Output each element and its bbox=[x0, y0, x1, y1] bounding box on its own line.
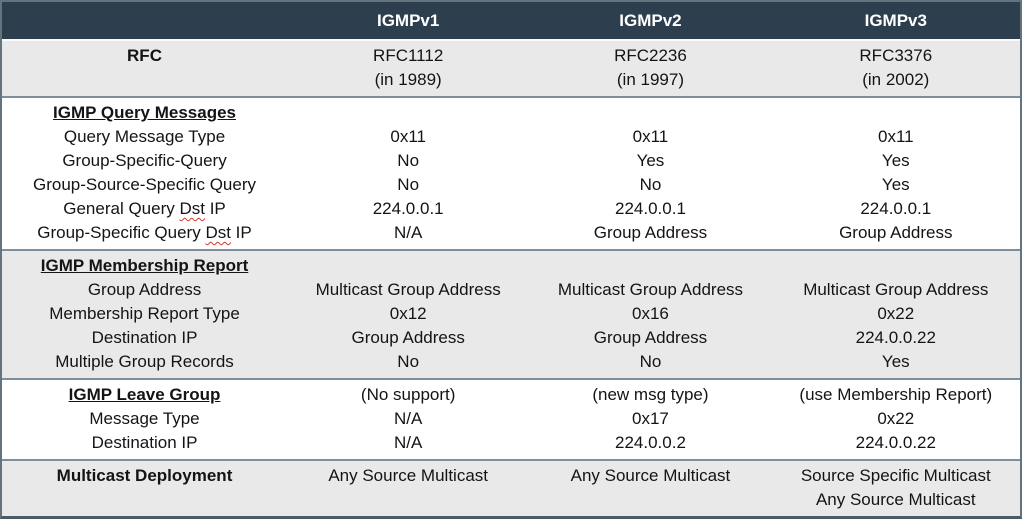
cell-gsq-dst-igmpv2: Group Address bbox=[593, 223, 708, 242]
cell-leave-dst-igmpv2: 224.0.0.2 bbox=[615, 433, 686, 452]
cell-rfc-igmpv3: RFC3376 (in 2002) bbox=[859, 46, 933, 89]
spellcheck-word-dst: Dst bbox=[179, 199, 205, 218]
row-label-group-specific-query: Group-Specific-Query bbox=[62, 151, 227, 170]
cell-multi-records-igmpv3: Yes bbox=[881, 352, 910, 371]
table-row-group-address: Group Address Multicast Group Address Mu… bbox=[2, 278, 1020, 302]
table-row-report-destination-ip: Destination IP Group Address Group Addre… bbox=[2, 326, 1020, 350]
cell-deployment-igmpv2: Any Source Multicast bbox=[570, 466, 731, 485]
cell-leave-type-igmpv1: N/A bbox=[394, 409, 423, 428]
cell-group-address-igmpv3: Multicast Group Address bbox=[803, 280, 989, 299]
table-row-query-message-type: Query Message Type 0x11 0x11 0x11 bbox=[2, 125, 1020, 149]
cell-leave-support-igmpv1: (No support) bbox=[360, 385, 456, 404]
cell-rfc-igmpv2: RFC2236 (in 1997) bbox=[614, 46, 687, 89]
table-header-row: IGMPv1 IGMPv2 IGMPv3 bbox=[2, 2, 1020, 39]
cell-gsq-dst-igmpv1: N/A bbox=[394, 223, 423, 242]
row-label-rfc: RFC bbox=[127, 46, 162, 65]
column-header-igmpv1: IGMPv1 bbox=[376, 10, 440, 30]
row-label-group-address: Group Address bbox=[87, 280, 202, 299]
cell-leave-support-igmpv3: (use Membership Report) bbox=[799, 385, 993, 404]
table-row-membership-report-type: Membership Report Type 0x12 0x16 0x22 bbox=[2, 302, 1020, 326]
label-part: IP bbox=[230, 223, 252, 242]
cell-gsq-igmpv2: Yes bbox=[636, 151, 665, 170]
section-rfc: RFC RFC1112 (in 1989) RFC2236 (in 1997) … bbox=[2, 39, 1020, 96]
table-row-multiple-group-records: Multiple Group Records No No Yes bbox=[2, 350, 1020, 374]
cell-gq-dst-igmpv1: 224.0.0.1 bbox=[372, 199, 444, 218]
table-row-group-specific-query-dst-ip: Group-Specific Query Dst IP N/A Group Ad… bbox=[2, 221, 1020, 245]
cell-gssq-igmpv2: No bbox=[639, 175, 662, 194]
cell-leave-type-igmpv2: 0x17 bbox=[632, 409, 669, 428]
cell-query-type-igmpv2: 0x11 bbox=[632, 127, 669, 146]
cell-multi-records-igmpv2: No bbox=[639, 352, 662, 371]
section-query-messages: IGMP Query Messages Query Message Type 0… bbox=[2, 96, 1020, 249]
label-part: IP bbox=[204, 199, 226, 218]
cell-leave-type-igmpv3: 0x22 bbox=[877, 409, 915, 428]
row-label-multiple-group-records: Multiple Group Records bbox=[55, 352, 234, 371]
table-row-leave-destination-ip: Destination IP N/A 224.0.0.2 224.0.0.22 bbox=[2, 431, 1020, 455]
cell-report-type-igmpv1: 0x12 bbox=[389, 304, 427, 323]
cell-report-type-igmpv2: 0x16 bbox=[632, 304, 669, 323]
cell-leave-dst-igmpv3: 224.0.0.22 bbox=[855, 433, 936, 452]
table-row-group-specific-query: Group-Specific-Query No Yes Yes bbox=[2, 149, 1020, 173]
cell-report-dst-igmpv2: Group Address bbox=[593, 328, 708, 347]
cell-group-address-igmpv1: Multicast Group Address bbox=[315, 280, 501, 299]
spellcheck-word-dst: Dst bbox=[205, 223, 231, 242]
section-heading-row-leave-group: IGMP Leave Group (No support) (new msg t… bbox=[2, 383, 1020, 407]
table-row-rfc: RFC RFC1112 (in 1989) RFC2236 (in 1997) … bbox=[2, 44, 1020, 92]
section-membership-report: IGMP Membership Report Group Address Mul… bbox=[2, 249, 1020, 378]
cell-rfc-igmpv1: RFC1112 (in 1989) bbox=[373, 46, 444, 89]
row-label-query-message-type: Query Message Type bbox=[63, 127, 226, 146]
cell-deployment-igmpv1: Any Source Multicast bbox=[328, 466, 489, 485]
cell-gsq-igmpv3: Yes bbox=[881, 151, 910, 170]
row-label-report-destination-ip: Destination IP bbox=[91, 328, 198, 347]
cell-query-type-igmpv1: 0x11 bbox=[390, 127, 426, 146]
label-part: General Query bbox=[63, 199, 180, 218]
row-label-leave-destination-ip: Destination IP bbox=[91, 433, 198, 452]
row-label-membership-report-type: Membership Report Type bbox=[49, 304, 240, 323]
cell-multi-records-igmpv1: No bbox=[397, 352, 420, 371]
table-row-multicast-deployment: Multicast Deployment Any Source Multicas… bbox=[2, 464, 1020, 512]
cell-leave-support-igmpv2: (new msg type) bbox=[592, 385, 709, 404]
cell-gssq-igmpv1: No bbox=[397, 175, 420, 194]
column-header-igmpv2: IGMPv2 bbox=[619, 10, 682, 30]
row-label-group-specific-query-dst-ip: Group-Specific Query Dst IP bbox=[2, 221, 287, 245]
cell-report-dst-igmpv1: Group Address bbox=[351, 328, 465, 347]
cell-report-type-igmpv3: 0x22 bbox=[877, 304, 915, 323]
section-heading-row: IGMP Membership Report bbox=[2, 254, 1020, 278]
cell-gssq-igmpv3: Yes bbox=[881, 175, 910, 194]
cell-gsq-dst-igmpv3: Group Address bbox=[839, 223, 953, 242]
table-row-group-source-specific-query: Group-Source-Specific Query No No Yes bbox=[2, 173, 1020, 197]
cell-gsq-igmpv1: No bbox=[397, 151, 420, 170]
cell-deployment-igmpv3: Source Specific Multicast Any Source Mul… bbox=[800, 466, 991, 509]
row-label-general-query-dst-ip: General Query Dst IP bbox=[2, 197, 287, 221]
section-heading-membership-report: IGMP Membership Report bbox=[40, 256, 249, 275]
row-label-group-source-specific-query: Group-Source-Specific Query bbox=[33, 175, 256, 194]
row-label-leave-message-type: Message Type bbox=[89, 409, 200, 428]
column-header-igmpv3: IGMPv3 bbox=[864, 10, 927, 30]
table-row-leave-message-type: Message Type N/A 0x17 0x22 bbox=[2, 407, 1020, 431]
cell-gq-dst-igmpv2: 224.0.0.1 bbox=[615, 199, 686, 218]
cell-gq-dst-igmpv3: 224.0.0.1 bbox=[860, 199, 932, 218]
label-part: Group-Specific Query bbox=[37, 223, 206, 242]
cell-query-type-igmpv3: 0x11 bbox=[877, 127, 914, 146]
cell-report-dst-igmpv3: 224.0.0.22 bbox=[855, 328, 936, 347]
section-heading-leave-group: IGMP Leave Group bbox=[68, 385, 221, 404]
section-heading-row: IGMP Query Messages bbox=[2, 101, 1020, 125]
cell-group-address-igmpv2: Multicast Group Address bbox=[557, 280, 744, 299]
table-row-general-query-dst-ip: General Query Dst IP 224.0.0.1 224.0.0.1… bbox=[2, 197, 1020, 221]
section-leave-group: IGMP Leave Group (No support) (new msg t… bbox=[2, 378, 1020, 459]
cell-leave-dst-igmpv1: N/A bbox=[394, 433, 423, 452]
section-multicast-deployment: Multicast Deployment Any Source Multicas… bbox=[2, 459, 1020, 516]
row-label-multicast-deployment: Multicast Deployment bbox=[56, 466, 233, 485]
section-heading-query-messages: IGMP Query Messages bbox=[53, 103, 237, 122]
